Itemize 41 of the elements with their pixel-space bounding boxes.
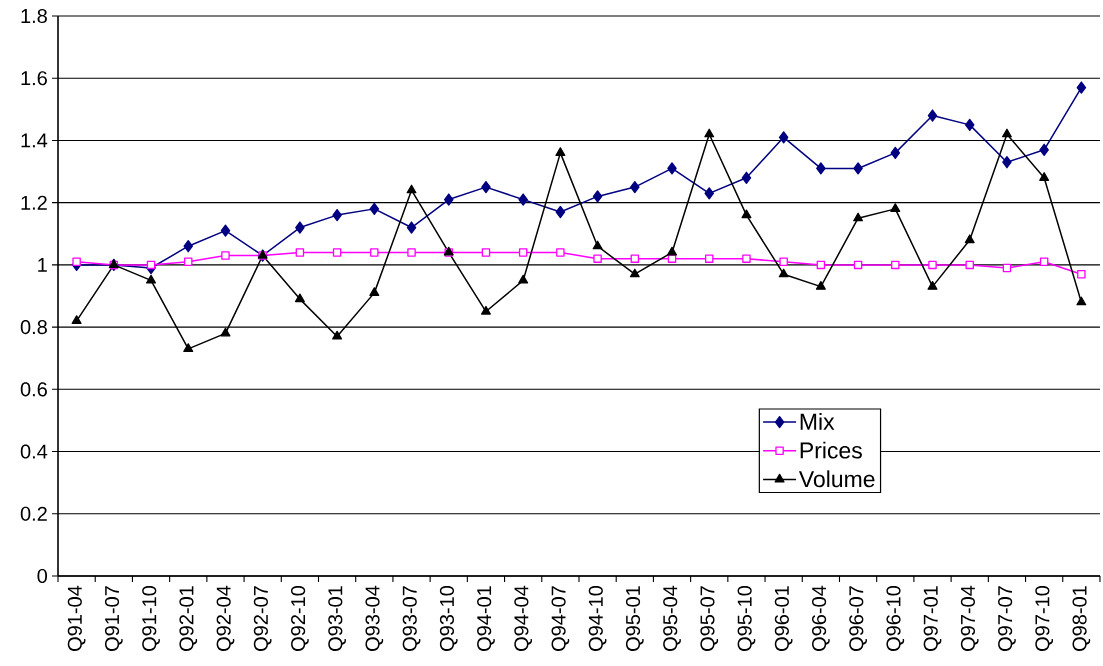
x-tick-label: Q94-01 (477, 586, 495, 651)
y-tick-label: 1.8 (21, 8, 47, 24)
x-tick-label: Q91-07 (104, 586, 123, 651)
y-tick-label: 0.6 (20, 382, 47, 397)
y-tick-label: 0.2 (20, 506, 47, 521)
x-tick-label: Q95-01 (625, 586, 644, 651)
x-tick-label: Q98-01 (1072, 586, 1091, 651)
x-tick-label: Q93-07 (402, 586, 421, 651)
x-tick-label: Q96-04 (812, 585, 830, 651)
x-tick-label: Q93-01 (328, 586, 346, 651)
x-tick-label: Q94-07 (551, 586, 570, 651)
y-tick-label: 0.8 (20, 320, 47, 335)
y-tick-label: 0.4 (20, 444, 48, 459)
x-tick-label: Q97-01 (923, 586, 942, 651)
x-tick-label: Q95-10 (737, 585, 756, 651)
x-tick-label: Q91-10 (142, 585, 160, 651)
legend-label: Prices (800, 441, 862, 459)
y-tick-label: 0 (37, 568, 48, 584)
x-tick-label: Q93-10 (439, 585, 458, 651)
y-tick-label: 1 (38, 258, 47, 272)
x-tick-label: Q95-07 (700, 586, 719, 651)
y-tick-label: 1.2 (21, 195, 47, 210)
x-tick-label: Q96-01 (774, 586, 793, 651)
x-tick-label: Q97-04 (960, 585, 979, 651)
y-tick-label: 1.6 (21, 71, 47, 86)
x-tick-label: Q92-04 (216, 585, 235, 651)
x-tick-label: Q92-07 (253, 586, 272, 651)
legend-label: Volume (798, 470, 875, 488)
x-tick-label: Q92-10 (291, 585, 309, 651)
x-tick-label: Q95-04 (663, 585, 681, 651)
x-tick-label: Q94-10 (588, 585, 607, 651)
legend-label: Mix (800, 413, 835, 430)
x-tick-label: Q97-10 (1035, 585, 1054, 651)
x-tick-label: Q92-01 (179, 586, 198, 651)
x-tick-label: Q96-07 (849, 586, 867, 651)
x-tick-label: Q96-10 (886, 585, 905, 651)
x-tick-label: Q97-07 (998, 586, 1016, 651)
x-tick-label: Q94-04 (514, 585, 533, 651)
y-tick-label: 1.4 (21, 133, 48, 148)
x-tick-label: Q93-04 (365, 585, 384, 651)
x-tick-label: Q91-04 (67, 585, 86, 651)
